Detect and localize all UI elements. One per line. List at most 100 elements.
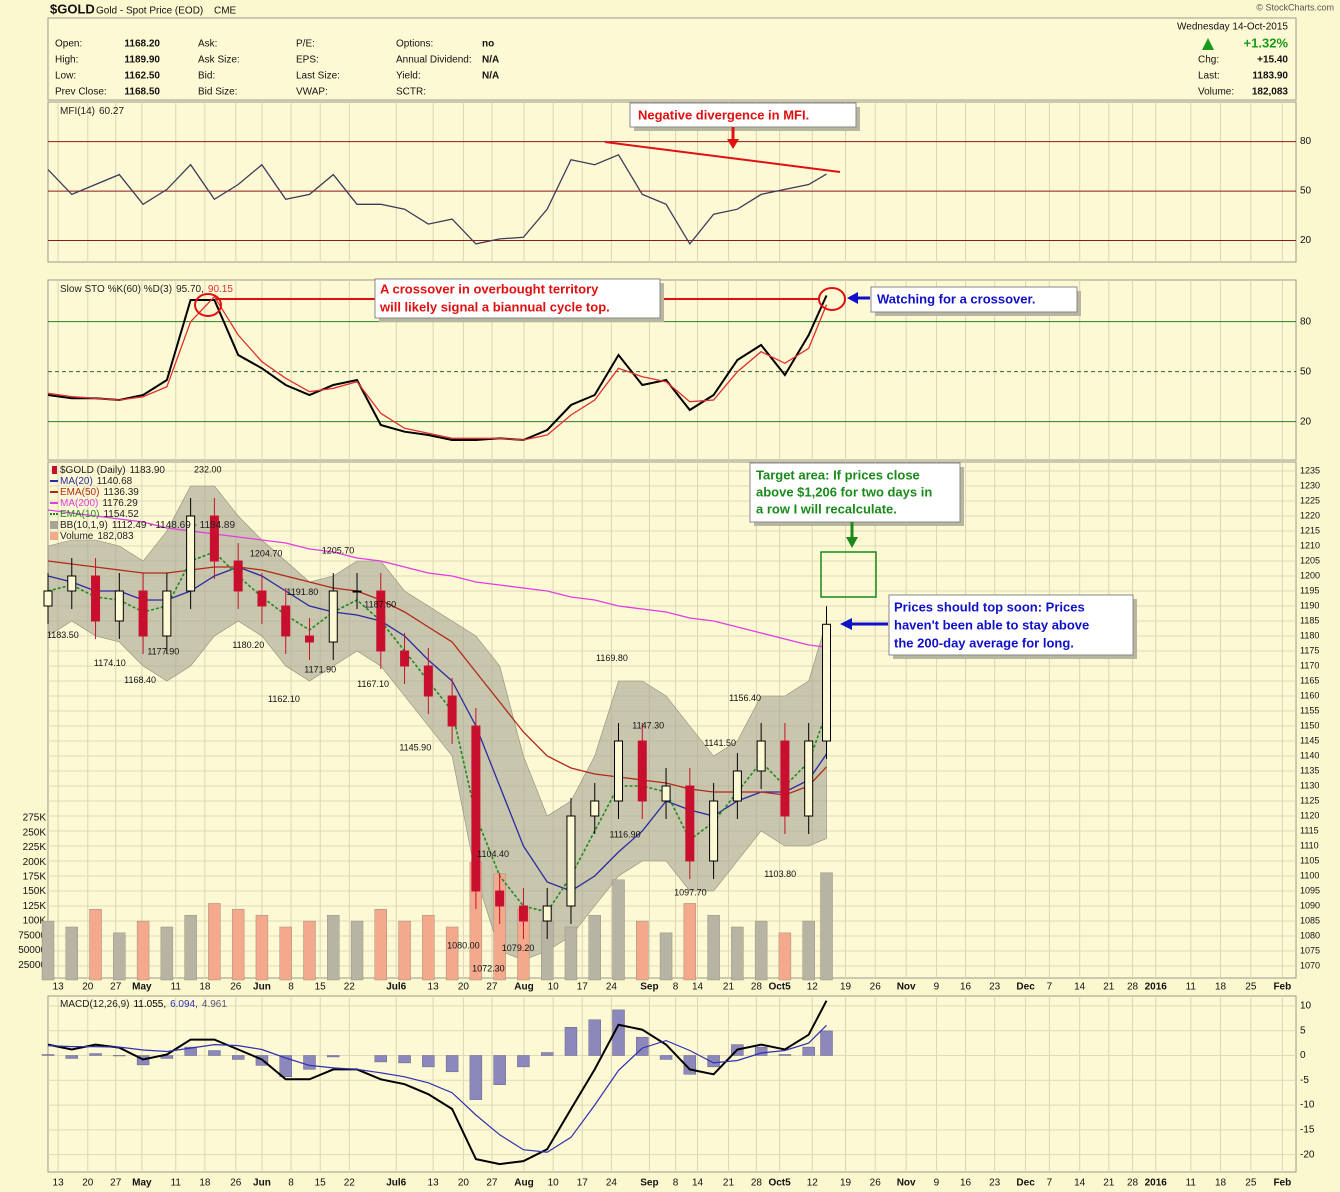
x-tick-label: 2016: [1145, 982, 1168, 993]
histogram-bar: [303, 1055, 316, 1070]
x-tick-label: Nov: [897, 1178, 916, 1189]
quote-value: 182,083: [1252, 87, 1289, 98]
volume-tick-label: 175K: [23, 872, 47, 883]
x-tick-label: 9: [934, 982, 940, 993]
line: [47, 295, 828, 441]
info-label: Annual Dividend:: [396, 55, 472, 66]
price-label: 1205.70: [322, 545, 355, 555]
x-tick-label: 16: [960, 982, 972, 993]
annotation-box: [629, 102, 857, 128]
x-tick-label: 8: [673, 982, 679, 993]
x-tick-label: 15: [315, 1178, 327, 1189]
legend-entry: MA(200) 1176.29: [60, 498, 138, 509]
y-tick-label: 1170: [1300, 660, 1319, 670]
target-box: [820, 551, 877, 598]
volume-bar: [612, 879, 625, 981]
info-value: 1168.20: [124, 39, 160, 50]
volume-bar: [136, 920, 150, 981]
candle-body: [281, 605, 291, 637]
x-tick-label: 24: [606, 982, 618, 993]
candle-body: [352, 590, 362, 593]
x-tick-label: 12: [807, 1178, 819, 1189]
legend-entry: EMA(10) 1154.52: [60, 509, 139, 520]
x-tick-label: 19: [840, 982, 852, 993]
price-label: 1116.90: [609, 830, 640, 840]
annotation-text: haven't been able to stay above: [894, 617, 1089, 632]
y-tick-label: 1185: [1300, 615, 1319, 625]
legend-entry: EMA(50) 1136.39: [60, 487, 139, 498]
y-tick-label: 1220: [1300, 510, 1320, 520]
quote-label: Volume:: [1198, 87, 1234, 98]
y-tick-label: 1145: [1300, 735, 1319, 745]
info-value: no: [482, 39, 494, 50]
histogram-bar: [707, 1055, 720, 1068]
x-tick-label: 18: [1215, 1178, 1227, 1189]
volume-bar: [707, 914, 720, 981]
info-value: N/A: [482, 71, 499, 82]
x-tick-label: Sep: [640, 1178, 658, 1189]
legend-entry: MACD(12,26,9) 11.055, 6.094, 4.961: [60, 999, 227, 1010]
y-tick-label: 1120: [1300, 810, 1319, 820]
volume-bar: [279, 926, 292, 981]
line: [47, 153, 827, 246]
candle-body: [186, 515, 196, 592]
exchange: CME: [214, 6, 237, 17]
volume-bar: [327, 914, 340, 981]
y-tick-label: 1190: [1300, 600, 1319, 610]
x-tick-label: 18: [199, 1178, 211, 1189]
x-tick-label: 26: [230, 1178, 242, 1189]
x-tick-label: 27: [110, 1178, 122, 1189]
info-value: N/A: [482, 55, 499, 66]
candle-body: [590, 800, 600, 817]
volume-bar: [184, 914, 197, 981]
y-tick-label: -10: [1300, 1100, 1315, 1111]
x-tick-label: 26: [870, 982, 882, 993]
annotation-text: Target area: If prices close: [756, 467, 920, 482]
symbol: $GOLD: [50, 1, 95, 16]
legend-text: EMA(50): [60, 487, 99, 498]
info-label: Prev Close:: [55, 87, 107, 98]
y-tick-label: 1225: [1300, 495, 1320, 505]
legend-marker: [50, 532, 58, 540]
x-tick-label: 26: [230, 982, 242, 993]
x-tick-label: 26: [870, 1178, 882, 1189]
arrow-head: [727, 139, 739, 149]
y-tick-label: 20: [1300, 416, 1312, 427]
info-value: 1189.90: [124, 55, 160, 66]
x-tick-label: 28: [1127, 1178, 1139, 1189]
y-tick-label: 1130: [1300, 780, 1319, 790]
x-tick-label: 8: [673, 1178, 679, 1189]
volume-bar: [160, 926, 174, 981]
quote-label: Chg:: [1198, 55, 1219, 66]
y-tick-label: 1125: [1300, 795, 1319, 805]
x-tick-label: 27: [486, 1178, 498, 1189]
x-tick-label: 8: [288, 982, 294, 993]
candle-body: [304, 635, 314, 643]
x-tick-label: 11: [1186, 982, 1197, 993]
quote-value: +15.40: [1257, 55, 1288, 66]
annotation-text: A crossover in overbought territory: [380, 281, 599, 296]
y-tick-label: 1080: [1300, 930, 1320, 940]
legend-text: 1176.29: [102, 498, 138, 509]
price-label: 1171.90: [304, 665, 336, 675]
panel-frame: [47, 995, 1297, 1173]
legend-text: 1112.49 - 1148.69 - 1184.89: [112, 520, 236, 531]
candle-body: [328, 590, 338, 643]
x-tick-label: 18: [1215, 982, 1227, 993]
price-label: 1174.10: [94, 658, 126, 668]
y-tick-label: 1235: [1300, 465, 1320, 475]
histogram-bar: [802, 1046, 815, 1056]
histogram-bar: [279, 1055, 292, 1078]
candle-body: [732, 770, 742, 802]
volume-bar: [398, 920, 411, 981]
arrow-head: [846, 537, 858, 548]
price-label: 1191.80: [286, 587, 318, 597]
annotation-watch: Watching for a crossover.: [847, 286, 1081, 316]
y-tick-label: 10: [1300, 1001, 1312, 1012]
annotation-text: the 200-day average for long.: [894, 635, 1074, 650]
annotation-text: Prices should top soon: Prices: [894, 599, 1085, 614]
x-tick-label: 23: [989, 982, 1001, 993]
x-tick-label: May: [132, 1178, 152, 1189]
x-tick-label: 27: [110, 982, 122, 993]
legend-text: 90.15: [208, 284, 233, 295]
